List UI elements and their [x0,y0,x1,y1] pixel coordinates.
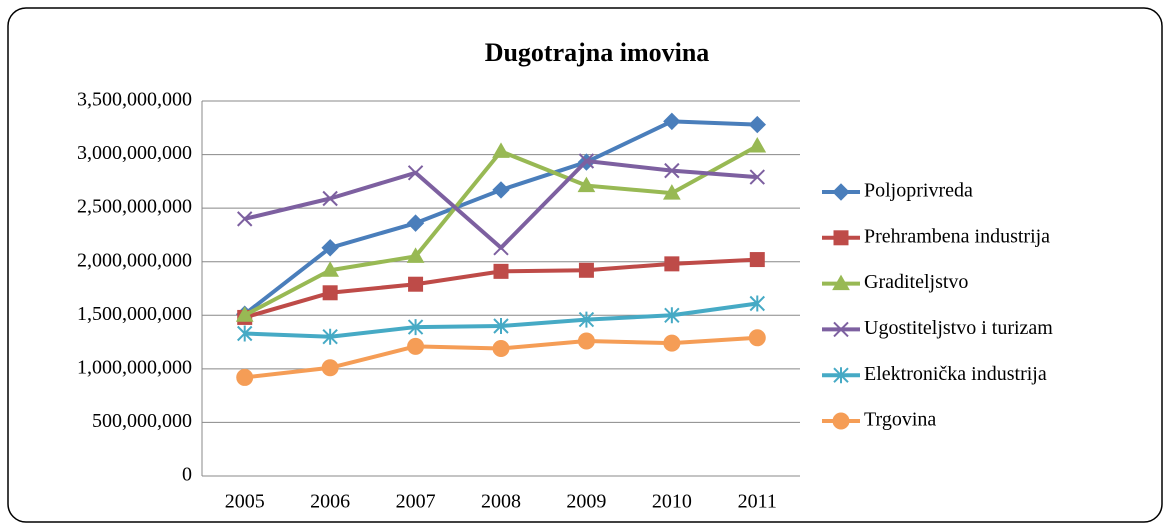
marker [406,247,425,263]
marker [748,329,766,347]
legend-marker [833,230,849,246]
marker [492,181,510,199]
marker [406,214,425,232]
marker [322,285,338,301]
y-tick-label: 3,500,000,000 [77,89,192,111]
marker [578,262,594,278]
legend-marker [833,321,849,338]
y-tick-label: 1,500,000,000 [77,303,192,325]
marker [493,263,509,279]
marker [749,252,765,268]
x-tick-label: 2009 [566,491,606,513]
legend-label: Graditeljstvo [864,271,968,293]
marker [749,295,765,312]
x-tick-label: 2010 [652,491,692,513]
marker [578,153,595,169]
marker [237,325,253,342]
chart-title: Dugotrajna imovina [485,38,710,67]
y-tick-label: 3,000,000,000 [77,142,192,164]
marker [492,142,510,158]
legend-label: Elektronička industrija [864,363,1047,385]
y-tick-label: 2,500,000,000 [77,196,192,218]
legend-marker [833,367,849,384]
marker [664,162,680,179]
y-tick-label: 1,000,000,000 [77,356,192,378]
marker [664,307,680,324]
marker [237,211,253,227]
x-tick-label: 2006 [310,491,350,513]
marker [748,115,766,134]
legend-marker [832,274,850,291]
marker [663,112,681,131]
marker [321,359,339,377]
marker [578,311,595,328]
marker [407,319,424,336]
marker [407,337,425,355]
marker [577,332,595,350]
y-tick-label: 500,000,000 [92,410,192,432]
marker [321,239,339,257]
marker [322,190,338,207]
legend-label: Ugostiteljstvo i turizam [864,317,1053,339]
marker [236,368,254,386]
x-tick-label: 2007 [396,491,436,513]
marker [664,256,680,272]
legend-label: Poljoprivreda [864,180,973,202]
x-tick-label: 2008 [481,491,521,513]
y-tick-label: 0 [182,464,192,486]
x-tick-label: 2005 [225,491,265,513]
legend-label: Trgovina [864,409,936,431]
marker [408,276,424,292]
marker [321,261,340,277]
marker [493,318,509,334]
marker [235,306,254,322]
y-tick-label: 2,000,000,000 [77,249,192,271]
marker [493,240,509,256]
marker [407,165,424,181]
marker [663,334,681,352]
marker [662,184,681,200]
marker [322,328,338,345]
legend-label: Prehrambena industrija [864,225,1050,247]
marker [749,169,765,185]
legend-marker [832,412,850,430]
legend-marker [832,183,850,201]
marker [748,136,767,153]
x-tick-label: 2011 [738,491,777,513]
marker [577,176,596,193]
marker [492,340,510,357]
